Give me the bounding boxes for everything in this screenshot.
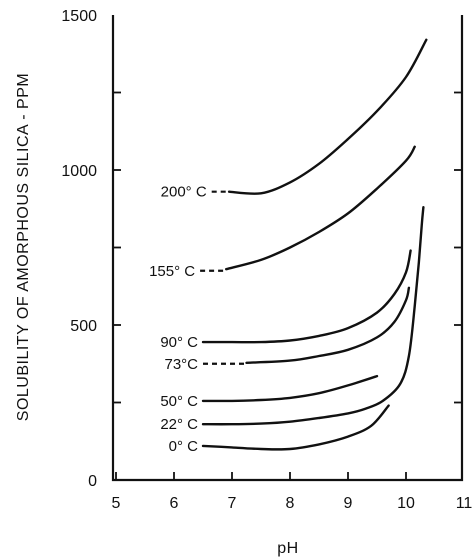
x-tick-label: 10 [397, 495, 415, 512]
y-tick-label: 1500 [61, 8, 97, 25]
y-tick-label: 0 [88, 473, 97, 490]
x-tick-label: 9 [344, 495, 353, 512]
curves [200, 38, 428, 451]
series-4-label: 50° C [160, 393, 198, 410]
y-axis-label: SOLUBILITY OF AMORPHOUS SILICA - PPM [15, 73, 32, 421]
series-1-label: 155° C [149, 263, 195, 280]
series-5-line [201, 206, 425, 426]
series-labels: 200° C 155° C 90° C 73°C 50° C 22° C 0° C [149, 184, 207, 455]
series-6-line [201, 404, 390, 451]
series-6-label: 0° C [169, 438, 199, 455]
y-tick-label: 1000 [61, 163, 97, 180]
x-tick-label: 7 [228, 495, 237, 512]
series-0-line [227, 38, 428, 195]
x-tick-label: 5 [112, 495, 121, 512]
x-tick-label: 11 [456, 495, 473, 512]
series-5-label: 22° C [160, 416, 198, 433]
series-4-line [201, 374, 379, 403]
x-axis-label: pH [277, 540, 298, 557]
series-1-line [225, 145, 416, 271]
series-3-label: 73°C [164, 356, 198, 373]
series-3-line [245, 286, 411, 364]
series-2-line [201, 249, 412, 344]
series-0-label: 200° C [161, 184, 207, 201]
ticks: 5 6 7 8 9 10 11 0 500 1000 1500 [61, 8, 472, 512]
y-tick-label: 500 [70, 318, 97, 335]
x-tick-label: 8 [286, 495, 295, 512]
series-2-label: 90° C [160, 334, 198, 351]
x-tick-label: 6 [170, 495, 179, 512]
